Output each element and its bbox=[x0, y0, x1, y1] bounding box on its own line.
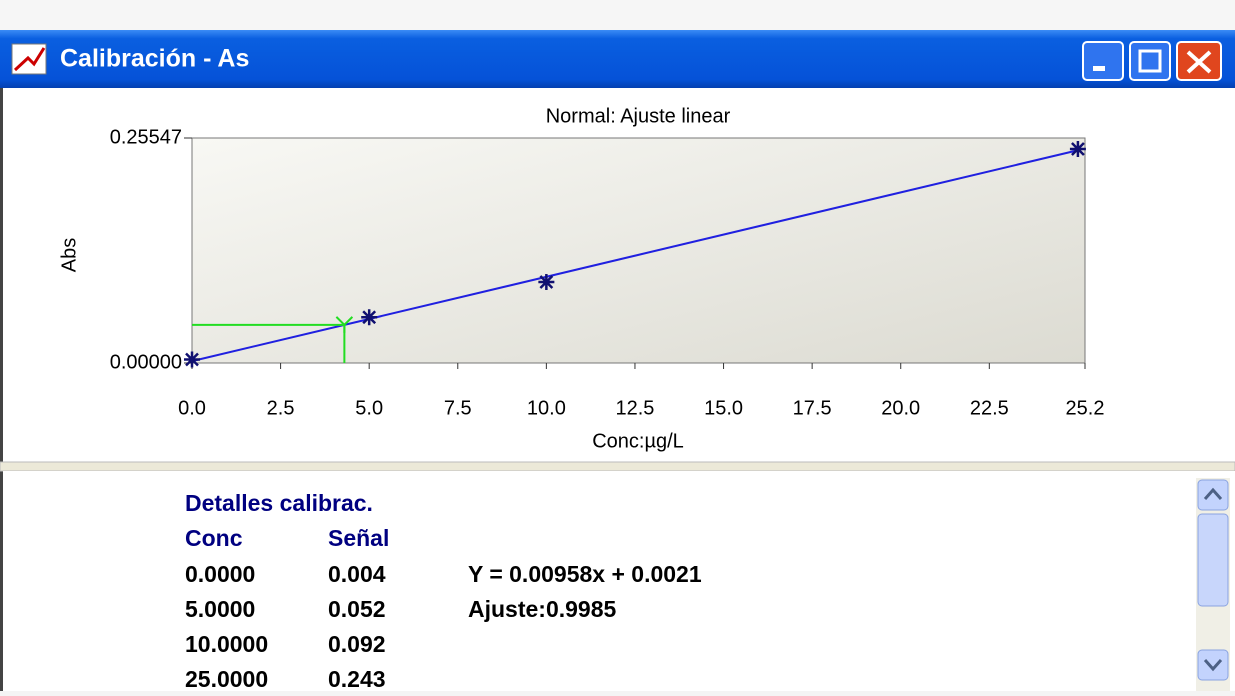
data-point bbox=[1069, 140, 1086, 157]
y-tick-label: 0.25547 bbox=[110, 126, 182, 148]
x-tick-label: 22.5 bbox=[970, 397, 1009, 419]
data-point bbox=[184, 351, 200, 368]
table-cell: 5.0000 bbox=[185, 596, 255, 622]
background bbox=[0, 0, 1235, 30]
y-tick-label: 0.00000 bbox=[110, 351, 182, 373]
title-bar bbox=[0, 30, 1235, 88]
details: Detalles calibrac. Conc Señal 0.0000 0.004 5… bbox=[185, 490, 702, 692]
data-point bbox=[361, 309, 378, 326]
splitter[interactable] bbox=[0, 461, 1235, 472]
x-tick-label: 7.5 bbox=[444, 397, 472, 419]
table-cell: 0.0000 bbox=[185, 561, 255, 587]
column-header: Conc bbox=[185, 525, 243, 551]
maximize-button[interactable] bbox=[1129, 41, 1171, 81]
window-title: Calibración - As bbox=[60, 45, 249, 73]
details-panel bbox=[3, 471, 1235, 691]
app-icon bbox=[11, 43, 47, 75]
minimize-button[interactable] bbox=[1082, 41, 1124, 81]
scrollbar[interactable] bbox=[1196, 478, 1230, 691]
table-cell: 0.243 bbox=[328, 666, 386, 691]
x-tick-label: 5.0 bbox=[355, 397, 383, 419]
fit-line bbox=[191, 149, 1079, 363]
window-border bbox=[0, 88, 3, 691]
x-tick-label: 12.5 bbox=[615, 397, 654, 419]
table-cell: 0.004 bbox=[328, 561, 386, 587]
data-point bbox=[538, 273, 555, 290]
column-header: Señal bbox=[328, 525, 389, 551]
table-cell: 10.0000 bbox=[185, 631, 268, 657]
x-tick-label: 25.2 bbox=[1066, 397, 1105, 419]
x-tick-label: 2.5 bbox=[267, 397, 295, 419]
details-heading: Detalles calibrac. bbox=[185, 490, 373, 516]
table-cell: 0.052 bbox=[328, 596, 386, 622]
chart-title: Normal: Ajuste linear bbox=[546, 105, 731, 127]
table-cell: 25.0000 bbox=[185, 666, 268, 691]
x-tick-label: 15.0 bbox=[704, 397, 743, 419]
y-axis-title: Abs bbox=[58, 238, 80, 272]
equation: Y = 0.00958x + 0.0021 bbox=[468, 561, 702, 587]
x-tick-label: 20.0 bbox=[881, 397, 920, 419]
x-tick-label: 0.0 bbox=[178, 397, 206, 419]
table-cell: 0.092 bbox=[328, 631, 386, 657]
x-tick-label: 17.5 bbox=[793, 397, 832, 419]
sample-point bbox=[335, 316, 354, 333]
chart: Normal: Ajuste linear Conc:µg/L Abs 0.0 2… bbox=[58, 105, 1104, 452]
close-button[interactable] bbox=[1176, 41, 1222, 81]
x-axis-title: Conc:µg/L bbox=[592, 430, 684, 452]
x-tick-label: 10.0 bbox=[527, 397, 566, 419]
fit-quality: Ajuste:0.9985 bbox=[468, 596, 617, 622]
